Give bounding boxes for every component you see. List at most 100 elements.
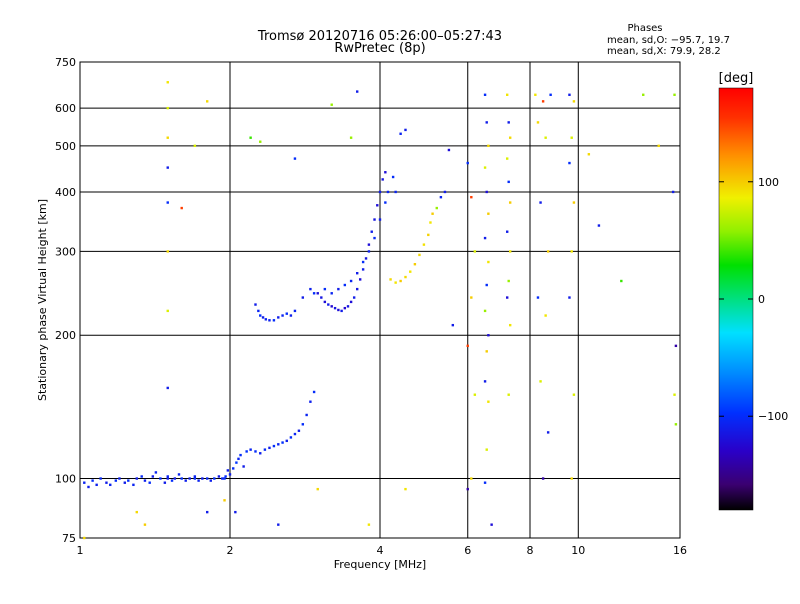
data-point [285,312,288,315]
data-point [367,250,371,253]
y-tick-label: 400 [55,186,76,199]
data-point [657,144,660,148]
data-point [536,121,540,124]
data-point [490,523,493,526]
data-point [483,380,487,383]
data-point [323,300,327,304]
data-point [549,93,552,96]
data-point [285,439,288,443]
data-point [568,93,571,96]
data-point [409,270,412,273]
data-point [263,448,267,451]
data-point [673,93,676,96]
x-axis-label: Frequency [MHz] [334,558,426,571]
data-point [143,479,147,482]
data-point [483,236,487,240]
colorbar-tick-label: 0 [758,293,765,306]
data-point [349,300,353,304]
data-point [466,344,469,348]
data-point [127,479,130,482]
data-point [309,400,312,403]
data-point [546,431,550,434]
data-point [413,263,417,266]
data-point [166,106,169,110]
data-point [305,413,308,417]
data-point [536,296,540,299]
data-point [505,230,509,233]
data-point [166,250,169,253]
data-point [485,121,488,124]
data-point [539,201,542,204]
data-point [217,475,221,478]
data-point [272,319,276,322]
data-point [281,441,284,444]
data-point [443,190,447,194]
data-point [587,153,591,156]
y-tick-label: 100 [55,473,76,486]
data-point [173,477,177,480]
data-point [361,268,365,271]
data-point [349,136,353,139]
data-point [487,334,490,337]
data-point [337,308,340,312]
y-tick-label: 75 [62,532,76,545]
data-point [242,465,245,468]
data-point [135,510,138,514]
data-point [180,206,183,210]
chart-title: Tromsø 20120716 05:26:00–05:27:43 [257,29,502,44]
data-point [483,166,487,169]
data-point [534,93,537,96]
colorbar-label: [deg] [719,71,754,86]
data-point [184,479,187,482]
y-tick-label: 200 [55,329,76,342]
data-point [384,171,387,174]
data-point [642,93,645,96]
data-point [473,250,477,253]
data-point [485,350,488,353]
data-point [340,309,343,313]
data-point [105,481,108,484]
data-point [508,323,512,327]
data-point [209,479,212,482]
data-point [483,93,487,96]
data-point [330,103,333,106]
data-point [166,136,169,139]
data-point [166,477,169,480]
data-point [429,221,432,224]
data-point [570,477,573,480]
x-tick-label: 4 [377,544,384,557]
data-point [671,190,675,194]
data-point [570,250,573,253]
data-point [289,314,293,317]
data-point [674,423,678,426]
data-point [140,475,143,478]
x-tick-label: 6 [464,544,471,557]
data-point [487,400,490,403]
x-tick-label: 2 [227,544,234,557]
data-point [166,309,169,313]
data-point [114,479,118,482]
data-point [373,236,376,240]
data-point [674,344,678,348]
data-point [205,477,209,480]
data-point [485,190,488,194]
data-point [487,260,490,264]
data-point [355,287,359,291]
data-point [312,292,316,295]
data-point [197,479,200,482]
data-point [293,309,297,313]
data-point [333,306,337,310]
data-point [205,100,209,103]
data-point [381,178,384,181]
data-point [309,287,312,291]
data-point [568,296,571,299]
data-point [223,477,226,480]
data-point [259,452,262,455]
data-point [83,536,86,540]
data-point [507,180,510,184]
data-point [118,477,121,480]
data-point [544,314,547,317]
data-point [223,499,226,502]
data-point [466,161,469,165]
data-point [337,287,340,291]
